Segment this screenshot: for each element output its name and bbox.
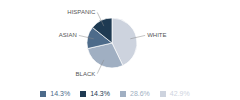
svg-text:WHITE: WHITE xyxy=(147,32,166,38)
svg-text:BLACK: BLACK xyxy=(76,71,96,77)
html-text:14.3%: 14.3% xyxy=(50,90,71,97)
svg-text:ASIAN: ASIAN xyxy=(59,32,77,38)
html-text:14.3%: 14.3% xyxy=(90,90,110,97)
html-text:42.9%: 42.9% xyxy=(169,90,190,97)
svg-text:HISPANIC: HISPANIC xyxy=(67,9,96,15)
html-text:28.6%: 28.6% xyxy=(130,90,150,97)
